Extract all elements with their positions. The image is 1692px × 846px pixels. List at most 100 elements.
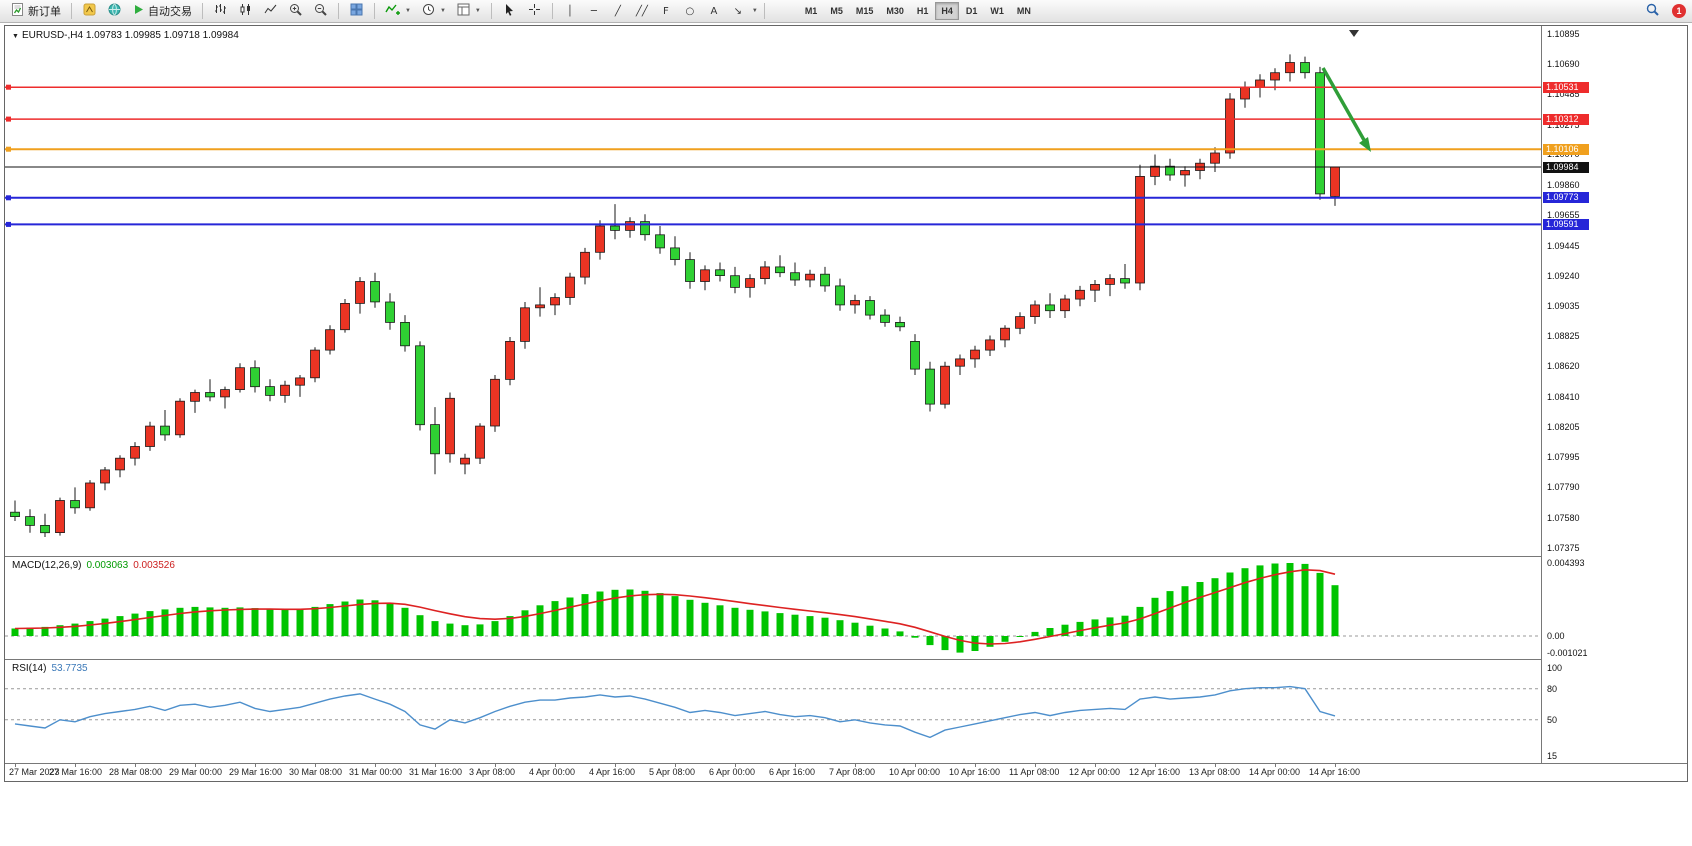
vertical-line-button[interactable]: │: [559, 1, 581, 21]
line-chart-mode-button[interactable]: [259, 1, 282, 21]
candle-body: [385, 301, 395, 323]
trend-arrow: [1321, 67, 1366, 141]
candle-body: [1015, 316, 1025, 329]
candle-body: [340, 302, 350, 331]
templates-button[interactable]: ▼: [452, 1, 485, 21]
macd-histogram-bar: [581, 594, 589, 636]
macd-histogram-bar: [731, 607, 739, 637]
hline-handle[interactable]: [6, 84, 11, 90]
macd-histogram-bar: [611, 589, 619, 636]
timeframe-button-m30[interactable]: M30: [880, 2, 910, 20]
crosshair-button[interactable]: [523, 1, 546, 21]
candle-body: [655, 234, 665, 249]
notification-badge[interactable]: 1: [1672, 4, 1686, 18]
time-tick: [15, 764, 16, 767]
pane-separator[interactable]: [5, 556, 1687, 557]
main-chart-pane[interactable]: [5, 26, 1541, 556]
time-tick: [435, 764, 436, 767]
trendline-button[interactable]: ╱: [607, 1, 629, 21]
candle-body: [160, 425, 170, 436]
time-label: 27 Mar 16:00: [49, 767, 103, 777]
macd-histogram-bar: [1061, 624, 1069, 636]
chart-menu-icon[interactable]: ▼: [12, 33, 19, 40]
price-axis-label: 1.07580: [1547, 513, 1580, 524]
timeframe-button-m15[interactable]: M15: [850, 2, 880, 20]
timeframe-button-mn[interactable]: MN: [1011, 2, 1037, 20]
price-axis-label: 1.09655: [1547, 210, 1580, 221]
rsi-pane[interactable]: [5, 660, 1541, 763]
pane-separator[interactable]: [5, 659, 1687, 660]
macd-pane[interactable]: [5, 557, 1541, 659]
candle-body: [490, 378, 500, 427]
zoom-out-button[interactable]: [309, 1, 332, 21]
hline-handle[interactable]: [6, 195, 11, 201]
tile-windows-button[interactable]: [345, 1, 368, 21]
candle-body: [175, 400, 185, 436]
macd-histogram-bar: [746, 609, 754, 637]
toolbar-separator: [763, 3, 765, 19]
macd-histogram-bar: [1286, 563, 1294, 636]
arrow-object-button[interactable]: ↘: [727, 1, 749, 21]
auto-trading-button[interactable]: 自动交易: [128, 1, 196, 21]
timeframe-button-w1[interactable]: W1: [984, 2, 1010, 20]
macd-histogram-bar: [1016, 636, 1024, 637]
price-tag-1.09984: 1.09984: [1543, 161, 1589, 173]
time-label: 14 Apr 16:00: [1309, 767, 1361, 777]
price-axis[interactable]: 1.108951.106901.104851.102751.100701.098…: [1541, 26, 1687, 763]
macd-histogram-bar: [506, 616, 514, 636]
clock-icon: [421, 2, 436, 20]
ellipse-button[interactable]: ○: [679, 1, 701, 21]
chart-ohlc: 1.09783 1.09985 1.09718 1.09984: [85, 30, 239, 41]
candle-body: [130, 446, 140, 459]
timeframe-button-d1[interactable]: D1: [960, 2, 984, 20]
macd-histogram-bar: [71, 623, 79, 637]
timeframe-button-h1[interactable]: H1: [911, 2, 935, 20]
macd-histogram-bar: [446, 623, 454, 637]
metaeditor-button[interactable]: [78, 1, 101, 21]
candle-body: [955, 358, 965, 367]
macd-histogram-bar: [161, 609, 169, 636]
time-label: 4 Apr 00:00: [529, 767, 576, 777]
candlestick-mode-button[interactable]: [234, 1, 257, 21]
hline-handle[interactable]: [6, 116, 11, 122]
macd-histogram-bar: [641, 590, 649, 636]
drawing-tools-group: │ ─ ╱ ╱╱ F ○ A ↘: [559, 1, 749, 21]
macd-histogram-bar: [521, 610, 529, 637]
indicators-button[interactable]: ▼: [381, 1, 415, 21]
fibonacci-retracement-button[interactable]: F: [655, 1, 677, 21]
macd-histogram-bar: [1301, 563, 1309, 636]
candle-body: [895, 321, 905, 328]
time-axis[interactable]: 27 Mar 2023 27 Mar 16:00 28 Mar 08:00 29 Ma…: [5, 763, 1687, 781]
timeframe-button-h4[interactable]: H4: [935, 2, 959, 20]
time-label: 7 Apr 08:00: [829, 767, 876, 777]
terminal-button[interactable]: [103, 1, 126, 21]
time-label: 3 Apr 08:00: [469, 767, 516, 777]
text-button[interactable]: A: [703, 1, 725, 21]
horizontal-line-button[interactable]: ─: [583, 1, 605, 21]
candle-body: [1120, 278, 1130, 284]
toolbar-separator: [71, 3, 72, 19]
new-order-button[interactable]: 新订单: [6, 1, 65, 21]
macd-histogram-bar: [686, 599, 694, 636]
cursor-icon: [502, 2, 517, 20]
cursor-button[interactable]: [498, 1, 521, 21]
hline-handle[interactable]: [6, 146, 11, 152]
candle-body: [10, 511, 20, 518]
macd-histogram-bar: [1196, 582, 1204, 636]
candle-body: [85, 482, 95, 509]
candle-body: [1300, 62, 1310, 74]
time-label: 11 Apr 08:00: [1009, 767, 1060, 777]
hline-handle[interactable]: [6, 221, 11, 227]
zoom-in-button[interactable]: [284, 1, 307, 21]
search-button[interactable]: [1641, 1, 1664, 21]
candle-body: [40, 524, 50, 534]
bar-chart-mode-button[interactable]: [209, 1, 232, 21]
toolbar: 新订单 自动交易 ▼ ▼ ▼ │ ─ ╱ ╱╱ F ○ A ↘ ▼ M1 M5 M15 M30 H1 H…: [0, 0, 1692, 23]
timeframe-button-m5[interactable]: M5: [824, 2, 849, 20]
equidistant-channel-button[interactable]: ╱╱: [631, 1, 653, 21]
timeframe-button-m1[interactable]: M1: [799, 2, 824, 20]
candle-body: [1105, 278, 1115, 285]
periods-button[interactable]: ▼: [417, 1, 450, 21]
candle-body: [580, 251, 590, 278]
time-tick: [135, 764, 136, 767]
